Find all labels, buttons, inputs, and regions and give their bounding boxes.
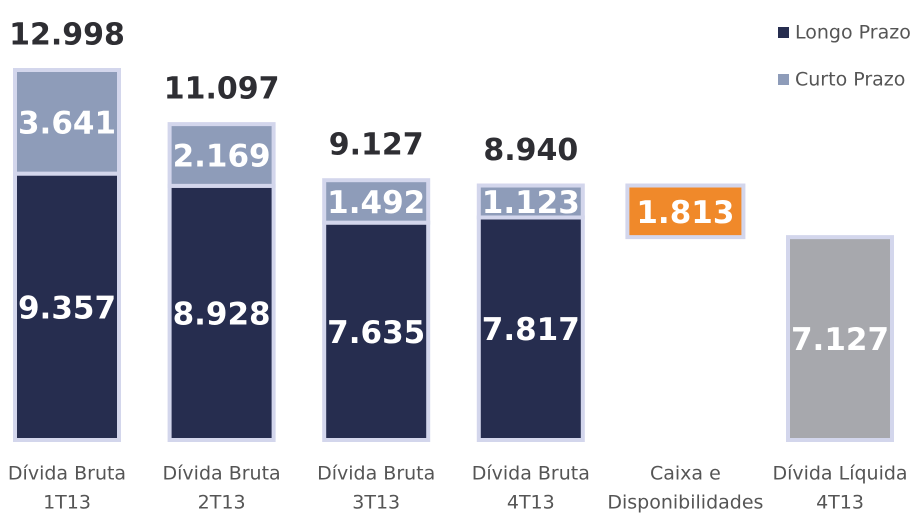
x-tick-label: 2T13: [198, 492, 246, 514]
bar-segment: [13, 68, 121, 176]
total-label: 12.998: [9, 18, 125, 53]
bar-segment: [167, 122, 276, 188]
value-label: 1.123: [482, 185, 580, 221]
x-tick-label: Disponibilidades: [607, 492, 763, 514]
legend-label: Curto Prazo: [795, 69, 905, 91]
value-label: 2.169: [173, 138, 271, 174]
bar-segment: [476, 183, 585, 220]
total-label: 8.940: [483, 133, 578, 168]
x-tick-label: Dívida Bruta: [472, 463, 590, 485]
bar-segment: [322, 178, 431, 225]
x-tick-label: Dívida Bruta: [163, 463, 281, 485]
cash-bar: [625, 183, 746, 240]
x-tick-label: 1T13: [43, 492, 91, 514]
x-tick-label: 4T13: [816, 492, 864, 514]
net-debt-bar: [786, 235, 894, 442]
value-label: 8.928: [173, 296, 271, 332]
total-label: 9.127: [329, 128, 424, 163]
bar-segment: [476, 215, 585, 442]
legend-label: Longo Prazo: [795, 22, 911, 44]
value-label: 3.641: [18, 105, 116, 141]
total-label: 11.097: [164, 72, 280, 107]
legend-swatch: [778, 74, 789, 85]
bar-segment: [167, 183, 276, 442]
x-tick-label: Dívida Líquida: [772, 463, 907, 485]
value-label: 9.357: [18, 290, 116, 326]
value-label: 7.817: [482, 312, 580, 348]
value-label: 7.127: [791, 322, 889, 358]
bar-segment: [13, 171, 121, 442]
x-tick-label: Caixa e: [650, 463, 721, 485]
x-tick-label: Dívida Bruta: [317, 463, 435, 485]
x-tick-label: Dívida Bruta: [8, 463, 126, 485]
value-label: 1.813: [636, 195, 734, 231]
legend-swatch: [778, 27, 789, 38]
x-tick-label: 4T13: [507, 492, 555, 514]
value-label: 7.635: [327, 315, 425, 351]
x-tick-label: 3T13: [352, 492, 400, 514]
value-label: 1.492: [327, 185, 425, 221]
